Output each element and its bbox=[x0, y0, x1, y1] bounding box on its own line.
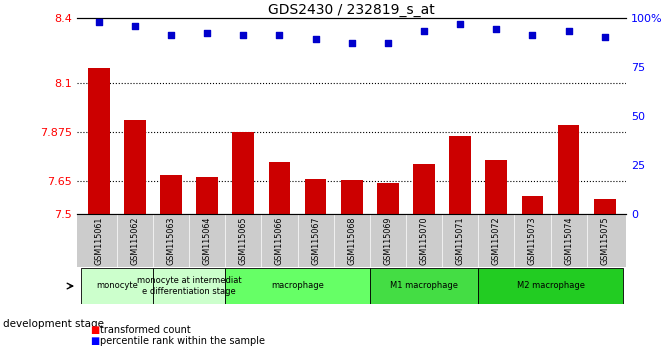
Point bbox=[310, 36, 321, 42]
Bar bbox=[225, 268, 370, 304]
Point bbox=[165, 33, 176, 38]
Point bbox=[202, 30, 212, 36]
Point bbox=[563, 29, 574, 34]
Bar bbox=[413, 164, 435, 214]
Bar bbox=[522, 196, 543, 214]
Text: GSM115069: GSM115069 bbox=[383, 217, 393, 266]
Text: GSM115071: GSM115071 bbox=[456, 217, 465, 266]
Text: transformed count: transformed count bbox=[100, 325, 191, 335]
Text: ■: ■ bbox=[90, 336, 100, 346]
Bar bbox=[377, 183, 399, 214]
Text: GSM115074: GSM115074 bbox=[564, 217, 573, 266]
Bar bbox=[153, 268, 225, 304]
Text: GSM115073: GSM115073 bbox=[528, 217, 537, 266]
Bar bbox=[88, 68, 110, 214]
Text: GSM115064: GSM115064 bbox=[202, 217, 212, 265]
Point bbox=[455, 21, 466, 27]
Text: ■: ■ bbox=[90, 325, 100, 335]
Text: GSM115062: GSM115062 bbox=[131, 217, 139, 266]
Text: macrophage: macrophage bbox=[271, 281, 324, 290]
Text: GSM115066: GSM115066 bbox=[275, 217, 284, 265]
Text: GSM115070: GSM115070 bbox=[419, 217, 429, 266]
Point bbox=[419, 29, 429, 34]
Text: monocyte: monocyte bbox=[96, 281, 138, 290]
Text: GSM115068: GSM115068 bbox=[347, 217, 356, 265]
Point bbox=[274, 33, 285, 38]
Text: GSM115063: GSM115063 bbox=[167, 217, 176, 265]
Bar bbox=[196, 177, 218, 214]
Bar bbox=[305, 179, 326, 214]
Text: percentile rank within the sample: percentile rank within the sample bbox=[100, 336, 265, 346]
Text: GSM115061: GSM115061 bbox=[94, 217, 103, 265]
Text: GSM115075: GSM115075 bbox=[600, 217, 609, 266]
Bar bbox=[478, 268, 623, 304]
Bar bbox=[594, 199, 616, 214]
Text: monocyte at intermediat
e differentiation stage: monocyte at intermediat e differentiatio… bbox=[137, 276, 241, 296]
Title: GDS2430 / 232819_s_at: GDS2430 / 232819_s_at bbox=[269, 3, 435, 17]
Bar bbox=[370, 268, 478, 304]
Text: GSM115067: GSM115067 bbox=[311, 217, 320, 266]
Text: M2 macrophage: M2 macrophage bbox=[517, 281, 584, 290]
Text: development stage: development stage bbox=[3, 319, 105, 329]
Bar bbox=[450, 136, 471, 214]
Text: GSM115065: GSM115065 bbox=[239, 217, 248, 266]
Point bbox=[129, 23, 140, 28]
Point bbox=[238, 33, 249, 38]
Point bbox=[491, 27, 502, 32]
Text: M1 macrophage: M1 macrophage bbox=[390, 281, 458, 290]
Bar bbox=[232, 132, 254, 214]
Bar bbox=[557, 125, 580, 214]
Bar bbox=[160, 175, 182, 214]
Point bbox=[346, 40, 357, 46]
Point bbox=[93, 19, 104, 24]
Point bbox=[383, 40, 393, 46]
Bar bbox=[269, 162, 290, 214]
Bar bbox=[341, 180, 362, 214]
Text: GSM115072: GSM115072 bbox=[492, 217, 501, 266]
Bar bbox=[80, 268, 153, 304]
Bar bbox=[486, 160, 507, 214]
Point bbox=[600, 34, 610, 40]
Point bbox=[527, 33, 538, 38]
Bar bbox=[124, 120, 145, 214]
